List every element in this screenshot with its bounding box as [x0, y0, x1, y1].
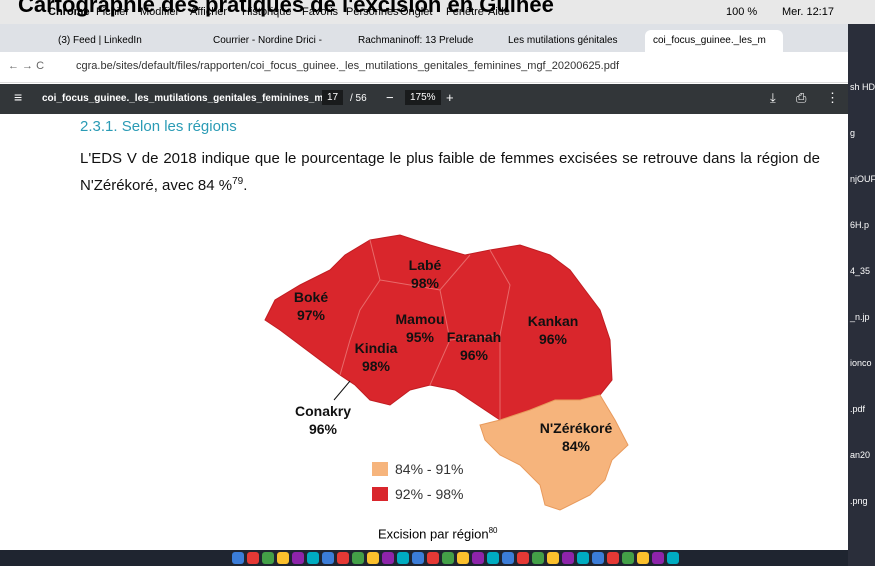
dock-icon[interactable] [367, 552, 379, 564]
print[interactable]: ⎙ [796, 90, 806, 106]
region-value: 96% [309, 421, 338, 437]
dock-icon[interactable] [607, 552, 619, 564]
legend-label: 84% - 91% [395, 461, 463, 477]
dock [0, 550, 848, 566]
region-name: Conakry [295, 403, 351, 419]
caption: Excision par région80 [378, 526, 497, 541]
desktop-file-label[interactable]: g [850, 128, 855, 138]
legend-swatch [372, 487, 388, 501]
address-bar: ← → C cgra.be/sites/default/files/rappor… [0, 52, 875, 83]
battery: 100 % [726, 6, 757, 18]
desktop-file-label[interactable]: an20 [850, 450, 870, 460]
region-name: Labé [409, 257, 442, 273]
caption-footnote: 80 [489, 526, 498, 535]
dock-icon[interactable] [637, 552, 649, 564]
page-number[interactable]: 17 [322, 90, 343, 105]
dock-icon[interactable] [547, 552, 559, 564]
tab[interactable]: Courrier - Nordine Drici - [205, 30, 343, 52]
screen: ChromeFichierModifierAfficherHistoriqueF… [0, 0, 875, 566]
region-name: Kindia [355, 340, 398, 356]
desktop-file-label[interactable]: .pdf [850, 404, 865, 414]
dock-icon[interactable] [412, 552, 424, 564]
zoom-level[interactable]: 175% [405, 90, 441, 105]
desktop-file-label[interactable]: 6H.p [850, 220, 869, 230]
dock-icon[interactable] [442, 552, 454, 564]
dock-icon[interactable] [337, 552, 349, 564]
region-value: 95% [406, 329, 435, 345]
more[interactable]: ⋮ [826, 90, 839, 106]
desktop-file-label[interactable]: sh HD [850, 82, 875, 92]
dock-icon[interactable] [382, 552, 394, 564]
zoom-out[interactable]: − [386, 90, 394, 105]
dock-icon[interactable] [577, 552, 589, 564]
dock-icon[interactable] [262, 552, 274, 564]
download[interactable]: ⤓ [770, 90, 776, 106]
pdf-page: 2.3.1. Selon les régions L'EDS V de 2018… [8, 114, 848, 546]
region-name: N'Zérékoré [540, 420, 613, 436]
overlay-title: Cartographie des pratiques de l'excision… [18, 0, 554, 18]
dock-icon[interactable] [622, 552, 634, 564]
tab[interactable]: Rachmaninoff: 13 Prelude [350, 30, 488, 52]
dock-icon[interactable] [532, 552, 544, 564]
clock: Mer. 12:17 [782, 6, 834, 18]
dock-icon[interactable] [247, 552, 259, 564]
dock-icon[interactable] [307, 552, 319, 564]
legend-swatch [372, 462, 388, 476]
desktop-file-label[interactable]: _n.jp [850, 312, 870, 322]
region-value: 97% [297, 307, 326, 323]
dock-icon[interactable] [277, 552, 289, 564]
dock-icon[interactable] [592, 552, 604, 564]
region-value: 98% [411, 275, 440, 291]
dock-icon[interactable] [457, 552, 469, 564]
region-name: Kankan [528, 313, 579, 329]
region-value: 96% [460, 347, 489, 363]
dock-icon[interactable] [232, 552, 244, 564]
dock-icon[interactable] [427, 552, 439, 564]
dock-icon[interactable] [667, 552, 679, 564]
desktop-file-label[interactable]: 4_35 [850, 266, 870, 276]
nav-buttons[interactable]: ← → C [8, 60, 44, 72]
tab[interactable]: (3) Feed | LinkedIn [50, 30, 188, 52]
url[interactable]: cgra.be/sites/default/files/rapporten/co… [76, 60, 619, 72]
dock-icon[interactable] [352, 552, 364, 564]
dock-icon[interactable] [517, 552, 529, 564]
caption-text: Excision par région [378, 526, 489, 541]
leader-line [334, 381, 350, 400]
dock-icon[interactable] [487, 552, 499, 564]
tab[interactable]: coi_focus_guinee._les_m [645, 30, 783, 52]
region-value: 84% [562, 438, 591, 454]
dock-icon[interactable] [397, 552, 409, 564]
tab[interactable]: Les mutilations génitales [500, 30, 638, 52]
desktop-file-label[interactable]: .png [850, 496, 868, 506]
desktop-file-label[interactable]: ionco [850, 358, 872, 368]
region-name: Boké [294, 289, 328, 305]
dock-icon[interactable] [292, 552, 304, 564]
menu-icon[interactable]: ≡ [14, 89, 22, 105]
region-value: 98% [362, 358, 391, 374]
dock-icon[interactable] [322, 552, 334, 564]
dock-icon[interactable] [502, 552, 514, 564]
tab-bar: (3) Feed | LinkedIn Courrier - Nordine Dr… [0, 24, 875, 52]
pdf-toolbar: ≡ coi_focus_guinee._les_mutilations_geni… [0, 84, 848, 114]
pdf-filename: coi_focus_guinee._les_mutilations_genita… [42, 93, 341, 104]
legend-label: 92% - 98% [395, 486, 463, 502]
dock-icon[interactable] [562, 552, 574, 564]
page-count: / 56 [350, 93, 367, 104]
region-name: Mamou [396, 311, 445, 327]
map: Labé 98% Boké 97% Mamou 95% Kankan 96% Kindia 98%… [8, 114, 848, 546]
region-name: Faranah [447, 329, 501, 345]
region-value: 96% [539, 331, 568, 347]
desktop-file-label[interactable]: njOUF [850, 174, 875, 184]
dock-icon[interactable] [652, 552, 664, 564]
dock-icon[interactable] [472, 552, 484, 564]
zoom-in[interactable]: + [446, 90, 454, 105]
